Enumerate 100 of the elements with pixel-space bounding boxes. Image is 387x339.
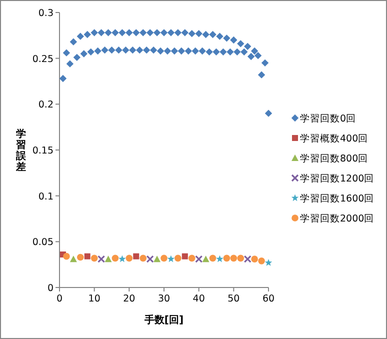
point bbox=[170, 47, 178, 55]
y-tick-label: 0.25 bbox=[32, 54, 54, 65]
point bbox=[195, 255, 203, 263]
point bbox=[202, 256, 210, 262]
point bbox=[87, 48, 94, 56]
point bbox=[76, 32, 84, 40]
y-tick-label: 0.2 bbox=[38, 100, 54, 111]
point bbox=[112, 254, 119, 262]
point bbox=[104, 29, 112, 36]
point bbox=[188, 254, 196, 262]
legend-label: 学習回数1200回 bbox=[300, 172, 374, 184]
point bbox=[154, 256, 161, 262]
y-tick-label: 0.15 bbox=[32, 146, 54, 156]
ylabel: 学習誤差 bbox=[16, 129, 26, 173]
point bbox=[80, 50, 88, 58]
x-tick-label: 0 bbox=[56, 294, 63, 304]
point bbox=[167, 29, 175, 36]
legend-label: 学習概数400回 bbox=[300, 132, 368, 144]
point bbox=[237, 40, 244, 48]
point bbox=[174, 254, 182, 262]
point bbox=[150, 46, 158, 54]
point bbox=[230, 36, 238, 44]
x-tick-label: 20 bbox=[123, 294, 136, 304]
point bbox=[136, 46, 144, 54]
x-tick-label: 10 bbox=[88, 294, 100, 304]
point bbox=[133, 253, 140, 260]
point bbox=[250, 47, 258, 55]
point bbox=[59, 74, 67, 82]
point bbox=[126, 254, 133, 262]
point bbox=[244, 255, 252, 263]
x-tick-label: 30 bbox=[158, 294, 170, 304]
point bbox=[264, 258, 272, 266]
point bbox=[244, 42, 252, 50]
point bbox=[122, 46, 130, 54]
y-tick-label: 0 bbox=[47, 283, 54, 294]
point bbox=[146, 255, 154, 263]
point bbox=[70, 256, 77, 262]
point bbox=[258, 71, 266, 78]
point bbox=[216, 255, 224, 262]
legend-label: 学習回数1600回 bbox=[300, 192, 374, 204]
point bbox=[104, 256, 112, 262]
point bbox=[212, 48, 220, 56]
point bbox=[247, 52, 255, 60]
legend-label: 学習回数2000回 bbox=[300, 212, 374, 224]
legend-label: 学習回数800回 bbox=[300, 152, 368, 164]
point bbox=[160, 29, 168, 36]
x-tick-label: 40 bbox=[192, 294, 205, 304]
point bbox=[220, 48, 227, 56]
point bbox=[264, 110, 272, 117]
point bbox=[230, 254, 238, 262]
point bbox=[62, 49, 70, 56]
point bbox=[140, 29, 147, 36]
point bbox=[254, 52, 262, 60]
point bbox=[206, 48, 213, 56]
point bbox=[156, 47, 164, 55]
point bbox=[209, 254, 216, 262]
y-tick-label: 0.05 bbox=[32, 237, 54, 248]
point bbox=[90, 254, 98, 262]
point bbox=[258, 258, 265, 264]
point bbox=[198, 47, 206, 55]
point bbox=[101, 46, 108, 54]
point bbox=[195, 30, 202, 38]
point bbox=[98, 29, 105, 36]
point bbox=[216, 32, 224, 40]
point bbox=[73, 54, 81, 62]
point bbox=[178, 47, 186, 55]
point bbox=[237, 254, 244, 262]
point bbox=[126, 29, 133, 36]
point bbox=[223, 254, 230, 262]
point bbox=[63, 252, 70, 260]
point bbox=[234, 48, 241, 56]
point bbox=[108, 46, 116, 54]
point bbox=[98, 255, 106, 263]
point bbox=[84, 30, 91, 38]
point bbox=[84, 253, 90, 260]
point bbox=[118, 255, 126, 262]
point bbox=[118, 29, 126, 36]
point bbox=[153, 29, 161, 36]
point bbox=[115, 46, 122, 54]
point bbox=[209, 30, 216, 38]
point bbox=[160, 254, 168, 262]
point bbox=[132, 29, 140, 36]
point bbox=[174, 29, 182, 36]
point bbox=[192, 47, 199, 55]
point bbox=[182, 253, 188, 260]
point bbox=[164, 47, 172, 55]
point bbox=[66, 60, 74, 68]
x-axis-title: 手数[回] bbox=[143, 314, 184, 326]
point bbox=[226, 48, 234, 56]
point bbox=[223, 34, 230, 42]
point bbox=[77, 254, 84, 261]
point bbox=[240, 48, 248, 56]
legend-label: 学習回数0回 bbox=[300, 112, 356, 124]
point bbox=[129, 46, 136, 54]
point bbox=[167, 255, 175, 262]
point bbox=[94, 47, 102, 55]
point bbox=[261, 59, 269, 67]
point bbox=[142, 46, 150, 54]
point bbox=[251, 256, 258, 262]
x-tick-label: 60 bbox=[262, 294, 275, 304]
